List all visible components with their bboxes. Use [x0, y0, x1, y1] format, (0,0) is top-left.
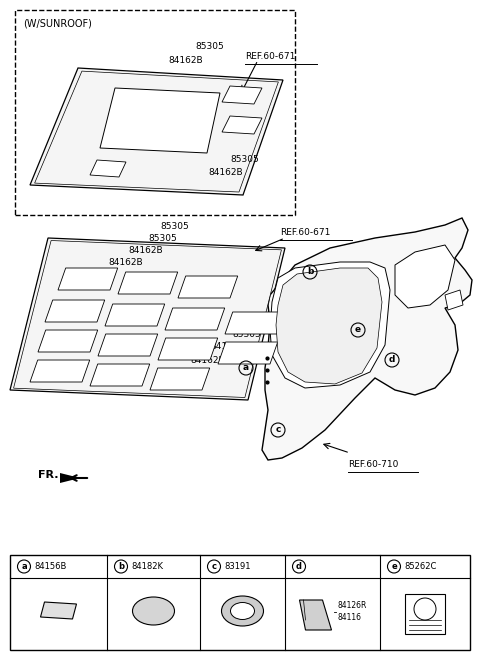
- Text: 85305: 85305: [248, 318, 277, 327]
- Text: 84162B: 84162B: [210, 342, 245, 351]
- Text: 85262C: 85262C: [404, 562, 436, 571]
- Text: b: b: [307, 268, 313, 276]
- Text: 85305: 85305: [195, 42, 224, 51]
- Text: e: e: [355, 325, 361, 335]
- Text: 84162B: 84162B: [108, 258, 143, 267]
- Ellipse shape: [132, 597, 175, 625]
- Text: 85305: 85305: [148, 234, 177, 243]
- Text: REF.60-671: REF.60-671: [280, 228, 330, 237]
- Text: 84116: 84116: [337, 613, 361, 623]
- Bar: [10, 555, 470, 650]
- Polygon shape: [178, 276, 238, 298]
- Polygon shape: [30, 68, 283, 195]
- Text: 84182K: 84182K: [131, 562, 163, 571]
- Polygon shape: [300, 600, 332, 630]
- Bar: [405, 594, 445, 634]
- Polygon shape: [150, 368, 210, 390]
- Text: 85305: 85305: [230, 155, 259, 164]
- Ellipse shape: [221, 596, 264, 626]
- Polygon shape: [118, 272, 178, 294]
- Text: (W/SUNROOF): (W/SUNROOF): [23, 18, 92, 28]
- Text: 84162B: 84162B: [208, 168, 242, 177]
- Text: FR.: FR.: [38, 470, 59, 480]
- Text: c: c: [276, 426, 281, 434]
- Polygon shape: [90, 364, 150, 386]
- Polygon shape: [262, 218, 472, 460]
- Polygon shape: [38, 330, 98, 352]
- Text: 83191: 83191: [224, 562, 251, 571]
- Polygon shape: [35, 71, 278, 192]
- Polygon shape: [45, 300, 105, 322]
- Text: REF.60-710: REF.60-710: [348, 460, 398, 469]
- Text: b: b: [118, 562, 124, 571]
- Polygon shape: [270, 262, 390, 388]
- Text: a: a: [21, 562, 27, 571]
- Polygon shape: [100, 88, 220, 153]
- Text: d: d: [296, 562, 302, 571]
- Polygon shape: [98, 334, 158, 356]
- Polygon shape: [60, 473, 80, 483]
- Polygon shape: [222, 116, 262, 134]
- Text: 84162B: 84162B: [190, 356, 225, 365]
- Polygon shape: [30, 360, 90, 382]
- Text: 85305: 85305: [160, 222, 189, 231]
- Text: 85305: 85305: [232, 330, 261, 339]
- Polygon shape: [10, 238, 285, 400]
- Bar: [15, 10, 295, 215]
- Text: REF.60-671: REF.60-671: [245, 52, 295, 61]
- Text: 84156B: 84156B: [34, 562, 66, 571]
- Polygon shape: [165, 308, 225, 330]
- Ellipse shape: [230, 602, 254, 619]
- Text: 84126R: 84126R: [337, 602, 367, 611]
- Text: 84162B: 84162B: [168, 56, 203, 65]
- Polygon shape: [90, 160, 126, 177]
- Text: e: e: [391, 562, 397, 571]
- Text: a: a: [243, 363, 249, 373]
- Polygon shape: [158, 338, 218, 360]
- Polygon shape: [276, 268, 382, 384]
- Polygon shape: [225, 312, 285, 334]
- Text: d: d: [389, 356, 395, 365]
- Polygon shape: [222, 86, 262, 104]
- Polygon shape: [105, 304, 165, 326]
- Polygon shape: [13, 241, 281, 398]
- Polygon shape: [445, 290, 463, 310]
- Polygon shape: [218, 342, 278, 364]
- Polygon shape: [58, 268, 118, 290]
- Text: c: c: [212, 562, 216, 571]
- Text: 84162B: 84162B: [128, 246, 163, 255]
- Polygon shape: [395, 245, 455, 308]
- Polygon shape: [40, 602, 76, 619]
